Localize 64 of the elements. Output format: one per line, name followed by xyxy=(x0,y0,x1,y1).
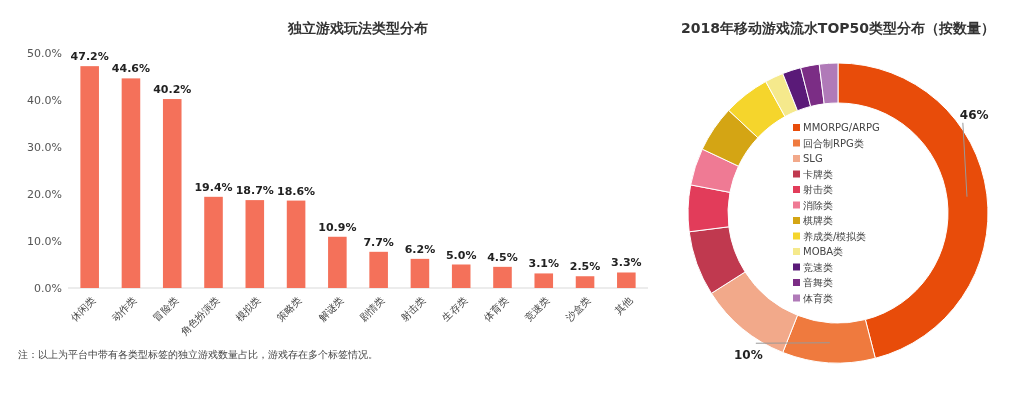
data-label: 7.7% xyxy=(363,235,394,249)
data-label: 10% xyxy=(733,348,763,363)
bar xyxy=(286,200,306,288)
bar xyxy=(410,258,430,288)
legend-label: 竞速类 xyxy=(803,261,833,273)
bar xyxy=(575,276,595,288)
x-tick-label: 竞速类 xyxy=(522,294,552,324)
data-label: 40.2% xyxy=(153,83,192,97)
bar xyxy=(534,273,554,288)
x-tick-label: 体育类 xyxy=(481,294,511,324)
data-label: 44.6% xyxy=(111,62,151,76)
data-label: 10.9% xyxy=(318,220,357,234)
data-label: 46% xyxy=(959,107,989,122)
data-label: 4.5% xyxy=(487,250,518,264)
x-tick-label: 模拟类 xyxy=(233,294,263,324)
y-tick-label: 10.0% xyxy=(27,234,62,248)
bar xyxy=(80,66,99,288)
data-label: 2.5% xyxy=(569,260,601,274)
text: 注：以上为平台中带有各类型标签的独立游戏数量占比，游戏存在多个标签情况。 xyxy=(18,349,378,360)
x-tick-label: 剧情类 xyxy=(357,294,387,324)
y-tick-label: 0.0% xyxy=(34,281,62,295)
legend-label: 射击类 xyxy=(803,184,833,195)
legend-label: 卡牌类 xyxy=(803,168,833,180)
bar xyxy=(162,99,182,288)
x-tick-label: 生存类 xyxy=(440,294,470,324)
data-label: 19.4% xyxy=(194,180,233,194)
x-tick-label: 冒险类 xyxy=(151,294,181,324)
y-tick-label: 40.0% xyxy=(27,93,62,107)
x-tick-label: 动作类 xyxy=(109,294,139,324)
legend-label: MMORPG/ARPG xyxy=(803,122,880,133)
legend-label: 回合制RPG类 xyxy=(803,137,864,149)
bar xyxy=(245,200,265,288)
legend-label: 棋牌类 xyxy=(803,215,833,226)
legend-label: SLG xyxy=(803,153,823,164)
data-label: 3.1% xyxy=(528,257,560,271)
legend-label: MOBA类 xyxy=(803,246,844,257)
x-tick-label: 沙盒类 xyxy=(563,294,593,324)
legend-label: 消除类 xyxy=(803,199,833,211)
x-tick-label: 策略类 xyxy=(274,294,304,324)
x-tick-label: 休闲类 xyxy=(68,294,98,324)
bar xyxy=(451,264,471,288)
legend-label: 养成类/模拟类 xyxy=(803,230,867,242)
data-label: 18.6% xyxy=(276,184,316,198)
data-label: 3.3% xyxy=(611,256,642,270)
bar xyxy=(369,251,388,288)
x-tick-label: 解谜类 xyxy=(316,294,346,324)
x-tick-label: 角色扮演类 xyxy=(178,294,222,338)
legend-label: 音舞类 xyxy=(803,277,833,288)
data-label: 18.7% xyxy=(235,184,274,198)
chart-title: 2018年移动游戏流水TOP50类型分布（按数量） xyxy=(680,20,996,36)
y-tick-label: 30.0% xyxy=(27,140,62,154)
y-tick-label: 50.0% xyxy=(27,46,62,60)
bar xyxy=(328,236,347,288)
x-tick-label: 射击类 xyxy=(398,294,428,324)
bar xyxy=(617,272,636,288)
chart-title: 独立游戏玩法类型分布 xyxy=(287,20,428,36)
bar xyxy=(493,266,512,288)
data-label: 47.2% xyxy=(70,50,109,64)
y-tick-label: 20.0% xyxy=(27,187,62,201)
bar xyxy=(204,196,223,288)
data-label: 6.2% xyxy=(404,242,436,256)
bar xyxy=(121,78,141,288)
x-tick-label: 其他 xyxy=(612,294,635,317)
data-label: 5.0% xyxy=(445,248,477,262)
